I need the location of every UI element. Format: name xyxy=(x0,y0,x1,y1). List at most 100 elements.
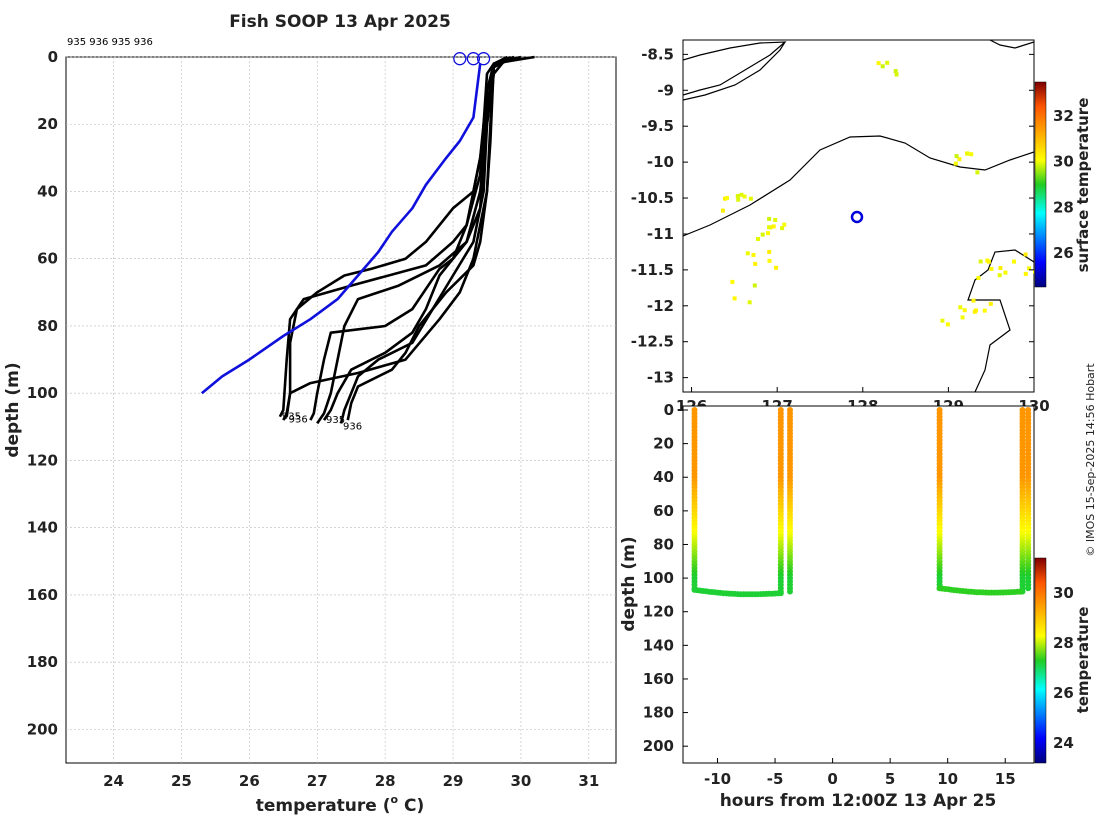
series-line-profile-1 xyxy=(278,55,535,418)
sst-pixel xyxy=(624,190,628,194)
map-y-tick-label: -11.5 xyxy=(631,261,674,279)
section-y-tick-label: 120 xyxy=(643,603,674,621)
depth-time-plot: -10 -5 0 5 10 15 020406080100120140160180200 … xyxy=(619,401,1092,811)
end-label: 935 xyxy=(282,412,301,423)
section-x-tick-label: 5 xyxy=(885,770,895,788)
series-line-profile-4 xyxy=(339,56,509,424)
section-y-tick-label: 140 xyxy=(643,636,674,654)
sst-pixel xyxy=(739,192,744,197)
section-y-tick-label: 80 xyxy=(653,535,674,553)
x-tick-label: 25 xyxy=(171,772,192,790)
section-casts xyxy=(691,407,1032,598)
y-tick-label: 80 xyxy=(37,317,58,335)
sst-pixel xyxy=(624,195,628,199)
y-tick-label: 180 xyxy=(27,653,58,671)
section-y-tick-label: 60 xyxy=(653,502,674,520)
section-x-tick-label: -5 xyxy=(767,770,784,788)
map-colorbar-tick: 32 xyxy=(1053,107,1074,125)
sst-pixel xyxy=(1033,269,1034,274)
section-y-tick-label: 200 xyxy=(643,737,674,755)
coastline-australia xyxy=(967,249,1034,392)
sst-pixel xyxy=(767,249,772,254)
sst-pixel xyxy=(989,266,994,271)
coastline-north-2 xyxy=(683,41,786,101)
sst-pixel xyxy=(976,276,981,280)
sst-pixel xyxy=(736,197,741,202)
y-tick-label: 100 xyxy=(27,384,58,402)
section-y-tick-label: 100 xyxy=(643,569,674,587)
sst-pixel xyxy=(767,258,772,263)
map-colorbar-tick: 28 xyxy=(1053,198,1074,216)
sst-pixel xyxy=(767,216,772,221)
sst-pixel xyxy=(978,259,983,264)
y-tick-label: 160 xyxy=(27,586,58,604)
section-y-label: depth (m) xyxy=(619,536,639,631)
map-y-tick-label: -13 xyxy=(647,369,674,387)
coastline-north xyxy=(683,41,787,96)
coastline-timor xyxy=(683,135,1034,237)
sst-pixel xyxy=(1027,266,1032,271)
sst-pixel xyxy=(982,308,987,313)
sst-pixel xyxy=(953,161,958,166)
sst-pixel xyxy=(1012,259,1016,264)
sst-pixel xyxy=(958,305,963,310)
sst-pixel xyxy=(997,273,1002,278)
sst-pixel xyxy=(753,261,758,266)
end-label: 936 xyxy=(343,421,362,432)
section-colorbar-tick: 30 xyxy=(1053,584,1074,602)
series-line-profile-7 xyxy=(309,55,515,421)
sst-pixel xyxy=(998,266,1003,270)
credit-text: © IMOS 15-Sep-2025 14:56 Hobart xyxy=(1084,363,1097,557)
section-x-ticks: -10 -5 0 5 10 15 xyxy=(704,758,1016,788)
sst-pixel xyxy=(780,226,785,231)
section-x-tick-label: 15 xyxy=(995,770,1016,788)
map-y-tick-label: -8.5 xyxy=(641,45,674,63)
sst-pixel xyxy=(766,231,770,236)
map-y-tick-label: -9 xyxy=(657,81,674,99)
map-colorbar-label: surface temperature xyxy=(1074,98,1092,273)
sst-pixel xyxy=(945,322,950,327)
section-y-tick-label: 0 xyxy=(664,401,674,419)
section-y-tick-label: 180 xyxy=(643,704,674,722)
map-y-ticks: -8.5 -9 -9.5 -10 -10.5 -11 -11.5 -12 -12.5 -13 xyxy=(631,45,1034,387)
map-colorbar-ticks: 26 28 30 32 xyxy=(1053,107,1074,262)
sst-pixel xyxy=(957,157,962,162)
sst-pixel xyxy=(962,308,967,313)
section-y-tick-label: 160 xyxy=(643,670,674,688)
sst-pixel xyxy=(894,72,899,77)
sst-pixel xyxy=(1003,270,1008,275)
sst-pixel xyxy=(893,69,898,74)
map-y-tick-label: -9.5 xyxy=(641,117,674,135)
sst-pixel xyxy=(969,152,974,157)
sst-pixel xyxy=(1023,271,1028,276)
section-y-ticks: 0 20 40 60 80 100 120 140 160 180 200 xyxy=(643,401,688,755)
map-y-tick-label: -10.5 xyxy=(631,189,674,207)
sst-pixel xyxy=(742,194,747,199)
sst-pixels xyxy=(624,60,1034,327)
profile-x-label: temperature (o C) xyxy=(256,793,425,816)
sst-pixel xyxy=(773,218,778,222)
surface-map: -8.5-9-9.5-10-10.5-11-11.5-12-12.5-13 12… xyxy=(624,39,1092,415)
coastline-ne xyxy=(989,40,1034,49)
profile-y-label: depth (m) xyxy=(3,362,23,457)
map-axes-box xyxy=(682,39,1035,393)
map-y-tick-label: -12.5 xyxy=(631,333,674,351)
sst-pixel xyxy=(960,315,965,320)
profile-grid xyxy=(66,56,616,763)
x-tick-label: 31 xyxy=(578,772,599,790)
profile-axes-box xyxy=(65,56,617,764)
sst-pixel xyxy=(771,224,776,229)
sst-pixel xyxy=(885,60,890,65)
x-tick-label: 29 xyxy=(443,772,464,790)
y-tick-label: 120 xyxy=(27,451,58,469)
section-x-label: hours from 12:00Z 13 Apr 25 xyxy=(720,791,997,811)
profile-lines xyxy=(200,55,535,425)
sst-pixel xyxy=(972,309,977,314)
x-tick-label: 26 xyxy=(239,772,260,790)
sst-pixel xyxy=(985,258,990,263)
sst-pixel xyxy=(747,300,752,305)
map-y-tick-label: -11 xyxy=(647,225,674,243)
section-colorbar-label: temperature xyxy=(1074,607,1092,714)
sst-pixel xyxy=(774,265,779,270)
